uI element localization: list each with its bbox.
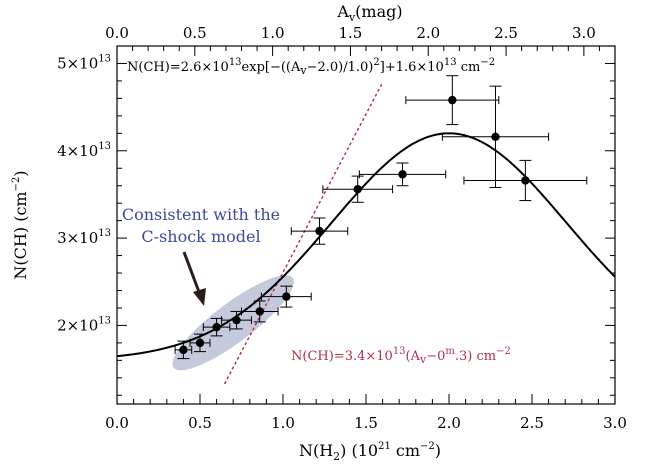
bottom-tick-label: 1.5	[354, 414, 378, 432]
data-point-marker	[491, 132, 500, 142]
data-point-marker	[212, 322, 221, 332]
tick-exponent: 13	[98, 315, 111, 326]
tick-mantissa: 5×10	[57, 54, 98, 72]
points-layer	[174, 75, 588, 360]
tick-mantissa: 3×10	[57, 229, 98, 247]
ticks-layer: 0.0 0.5 1.0 1.5 2.0 2.5 3.0 0.0 0.5 1.0 1.5 2.0 2.5 3…	[57, 24, 627, 432]
top-axis-title: Av(mag)	[336, 2, 402, 24]
shock-region-ellipse	[172, 275, 294, 371]
top-tick-label: 1.0	[261, 24, 285, 42]
bottom-tick-label: 3.0	[603, 414, 627, 432]
annotation-line-1: Consistent with the	[122, 205, 280, 224]
linear-model-line	[224, 81, 384, 385]
data-point-4	[221, 310, 252, 330]
left-tick-label: 2×1013	[57, 315, 111, 334]
data-point-marker	[179, 345, 188, 355]
tick-mantissa: 4×10	[57, 142, 98, 160]
data-point-1	[174, 340, 193, 360]
data-point-marker	[353, 185, 362, 194]
bottom-tick-label: 2.5	[520, 414, 544, 432]
data-point-6	[260, 285, 312, 308]
data-point-7	[290, 217, 349, 245]
annotation-line-2: C-shock model	[141, 227, 260, 246]
data-point-marker	[448, 95, 457, 105]
bottom-tick-label: 1.0	[271, 414, 295, 432]
left-tick-label: 3×1013	[57, 228, 111, 247]
data-point-10	[405, 75, 500, 126]
data-point-marker	[232, 315, 241, 325]
data-point-12	[463, 159, 588, 202]
top-tick-label: 0.5	[183, 24, 207, 42]
left-tick-label: 5×1013	[57, 53, 111, 72]
top-tick-label: 0.0	[105, 24, 129, 42]
tick-exponent: 13	[98, 228, 111, 239]
ellipse-layer	[172, 275, 294, 371]
data-point-marker	[315, 226, 324, 236]
tick-exponent: 13	[98, 53, 111, 64]
tick-exponent: 13	[98, 141, 111, 152]
linear-model-layer	[224, 81, 384, 385]
left-tick-label: 4×1013	[57, 141, 111, 160]
fit-equation: N(CH)=2.6×1013exp[−((Av−2.0)/1.0)2]+1.6×…	[127, 57, 495, 77]
top-tick-label: 3.0	[572, 24, 596, 42]
data-point-2	[189, 333, 211, 353]
annotation-arrow	[182, 251, 206, 306]
data-point-marker	[282, 292, 291, 301]
data-point-marker	[398, 170, 407, 179]
data-point-marker	[255, 307, 264, 316]
bottom-axis-title: N(H2) (1021 cm−2)	[299, 441, 441, 463]
linear-equation: N(CH)=3.4×1013(Av−0m.3) cm−2	[291, 346, 511, 366]
tick-mantissa: 2×10	[57, 316, 98, 334]
data-point-8	[322, 175, 394, 203]
top-tick-label: 1.5	[339, 24, 363, 42]
data-point-5	[241, 300, 279, 323]
bottom-tick-label: 0.0	[105, 414, 129, 432]
left-axis-title: N(CH) (cm−2)	[11, 170, 30, 279]
top-tick-label: 2.0	[416, 24, 440, 42]
top-tick-label: 2.5	[494, 24, 518, 42]
bottom-tick-label: 0.5	[188, 414, 212, 432]
data-point-3	[202, 317, 231, 337]
data-point-marker	[195, 338, 205, 348]
data-point-9	[358, 162, 447, 187]
data-point-marker	[521, 176, 530, 185]
bottom-tick-label: 2.0	[437, 414, 461, 432]
data-point-11	[441, 85, 550, 188]
